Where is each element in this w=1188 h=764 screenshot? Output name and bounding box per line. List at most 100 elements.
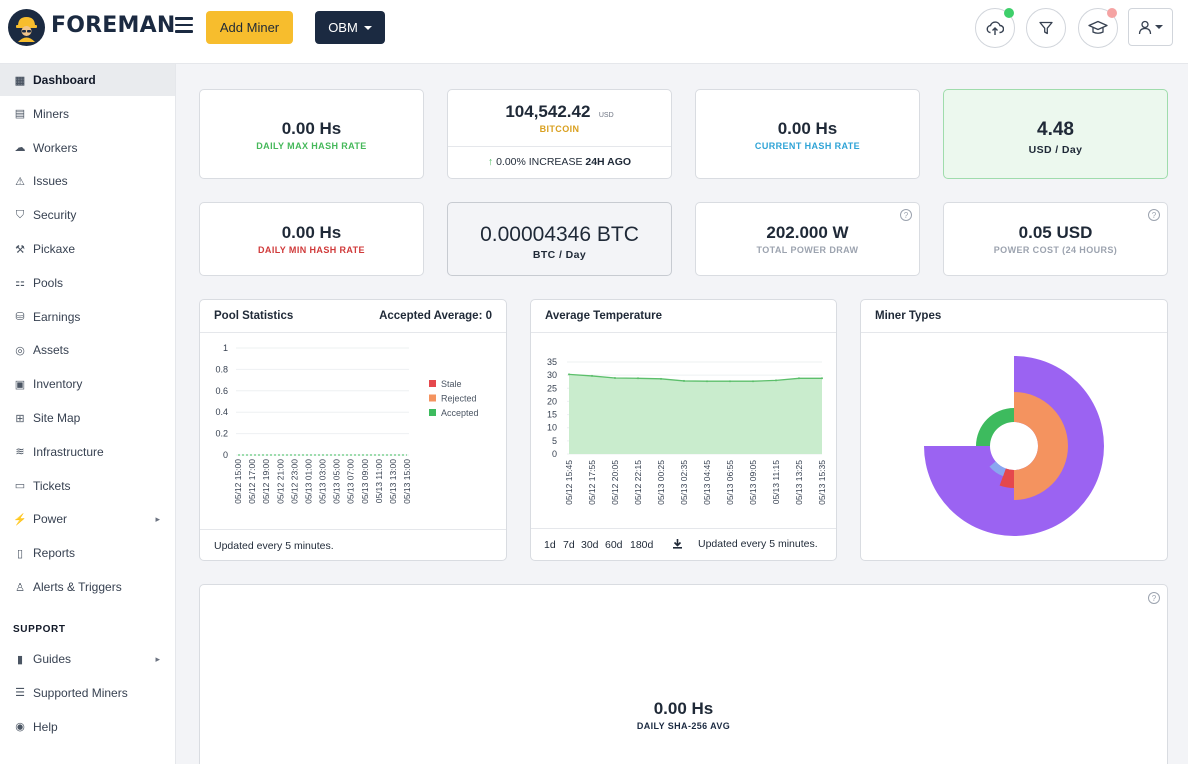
average-temperature-panel: Average Temperature 35 30 25 20 15 10 5 0 05/12 … [530,299,837,561]
sidebar-item-label: Issues [33,174,68,189]
shield-icon: ⛉ [15,208,25,221]
usd-per-day-value: 4.48 [1037,119,1074,140]
sidebar-item-miners[interactable]: ▤ Miners [0,98,175,130]
range-7d-button[interactable]: 7d [563,539,575,551]
range-30d-button[interactable]: 30d [581,539,599,551]
report-icon: ▯ [16,547,24,560]
power-draw-card: ? 202.000 W TOTAL POWER DRAW [695,202,920,276]
sidebar-item-issues[interactable]: ⚠ Issues [0,165,175,197]
sidebar-item-guides[interactable]: ▮ Guides ▸ [0,643,175,675]
temperature-line [568,373,822,382]
download-icon[interactable] [672,538,683,549]
temperature-point [683,379,685,382]
power-cost-value: 0.05 USD [1018,223,1093,242]
menu-toggle-icon[interactable] [175,17,193,33]
layers-icon: ≋ [15,446,25,459]
pool-statistics-chart: 1 0.8 0.6 0.4 0.2 0 05/12 15:00 05/12 17:00 05/1… [215,343,478,504]
daily-sha256-card: ? 0.00 Hs DAILY SHA-256 AVG [199,584,1168,764]
y-tick-label: 0.2 [215,429,228,439]
filter-button[interactable] [1026,8,1066,48]
sidebar-item-infrastructure[interactable]: ≋ Infrastructure [0,436,175,468]
x-tick-label: 05/13 13:00 [388,459,398,504]
current-hash-card: 0.00 Hs CURRENT HASH RATE [695,89,920,179]
sidebar-item-label: Assets [33,343,70,358]
sidebar-item-label: Security [33,208,77,223]
sidebar-item-security[interactable]: ⛉ Security [0,199,175,231]
x-tick-label: 05/13 03:00 [318,459,328,504]
upload-button[interactable] [975,8,1015,48]
daily-max-hash-label: DAILY MAX HASH RATE [256,141,367,151]
sidebar-item-alerts-and-triggers[interactable]: ♙ Alerts & Triggers [0,571,175,603]
user-menu-button[interactable] [1128,8,1173,46]
list-icon: ☰ [15,687,25,700]
sidebar-item-supported-miners[interactable]: ☰ Supported Miners [0,677,175,709]
app-logo-text: FOREMAN [51,13,176,38]
chevron-down-icon [363,25,372,30]
sidebar-item-reports[interactable]: ▯ Reports [0,537,175,569]
legend-label: Rejected [441,394,477,404]
power-draw-label: TOTAL POWER DRAW [756,245,859,255]
help-icon[interactable]: ? [1148,592,1160,604]
range-180d-button[interactable]: 180d [630,539,654,551]
temperature-point [775,379,777,382]
x-tick-label: 05/12 21:00 [275,459,285,504]
x-tick-label: 05/13 11:15 [771,460,781,505]
assets-icon: ◎ [15,344,25,357]
daily-sha256-value: 0.00 Hs [653,699,714,718]
divider [531,332,836,333]
sidebar-item-workers[interactable]: ☁ Workers [0,132,175,164]
y-tick-label: 15 [547,410,557,420]
sidebar-item-pickaxe[interactable]: ⚒ Pickaxe [0,233,175,265]
notification-dot [1107,8,1117,18]
legend-swatch [429,394,436,402]
sidebar-item-label: Pools [33,275,64,290]
sidebar-item-inventory[interactable]: ▣ Inventory [0,368,175,400]
x-tick-label: 05/13 07:00 [346,459,356,504]
y-tick-label: 0.8 [215,364,228,374]
btc-per-day-value: 0.00004346 BTC [480,223,639,246]
sidebar-item-pools[interactable]: ⚏ Pools [0,267,175,299]
help-icon[interactable]: ? [900,209,912,221]
graduation-cap-icon [1088,20,1108,34]
divider [531,528,836,529]
sidebar-item-power[interactable]: ⚡ Power ▸ [0,503,175,535]
sidebar-item-help[interactable]: ◉ Help [0,711,175,743]
bitcoin-label: BITCOIN [539,124,580,134]
bitcoin-price-unit: USD [598,112,614,119]
add-miner-button[interactable]: Add Miner [206,11,293,44]
x-tick-label: 05/12 15:00 [233,459,243,504]
chevron-right-icon: ▸ [155,653,160,664]
book-icon: ▮ [16,653,24,666]
sidebar-item-site-map[interactable]: ⊞ Site Map [0,402,175,434]
sidebar-item-dashboard[interactable]: ▦ Dashboard [0,64,175,96]
daily-max-hash-value: 0.00 Hs [281,119,342,138]
x-tick-label: 05/13 13:25 [794,460,804,505]
foreman-logo-icon[interactable] [8,9,45,46]
x-tick-label: 05/12 17:00 [247,459,257,504]
help-icon[interactable]: ? [1148,209,1160,221]
pie-slice [999,468,1014,488]
sidebar-item-earnings[interactable]: ⛁ Earnings [0,301,175,333]
sidebar-item-assets[interactable]: ◎ Assets [0,334,175,366]
miner-types-chart [924,356,1104,536]
current-hash-label: CURRENT HASH RATE [754,141,861,151]
temperature-point [798,377,800,380]
temperature-update-note: Updated every 5 minutes. [698,538,818,550]
range-1d-button[interactable]: 1d [544,539,556,551]
x-tick-label: 05/13 15:00 [402,459,412,504]
daily-max-hash-card: 0.00 Hs DAILY MAX HASH RATE [199,89,424,179]
temperature-point [614,377,616,380]
learn-button[interactable] [1078,8,1118,48]
y-tick-label: 0 [552,449,557,459]
daily-min-hash-label: DAILY MIN HASH RATE [258,245,365,255]
accepted-average-text: Accepted Average: 0 [379,310,492,322]
y-tick-label: 35 [547,357,557,367]
sidebar: ▦ Dashboard ▤ Miners ☁ Workers ⚠ Issues ⛉ Securit… [0,64,176,764]
pie-slice [1014,392,1068,500]
sidebar-item-tickets[interactable]: ▭ Tickets [0,470,175,502]
org-select-button[interactable]: OBM [315,11,385,44]
temperature-point [568,373,570,376]
range-60d-button[interactable]: 60d [605,539,623,551]
x-tick-label: 05/12 19:00 [261,459,271,504]
x-tick-label: 05/13 15:35 [817,460,827,505]
